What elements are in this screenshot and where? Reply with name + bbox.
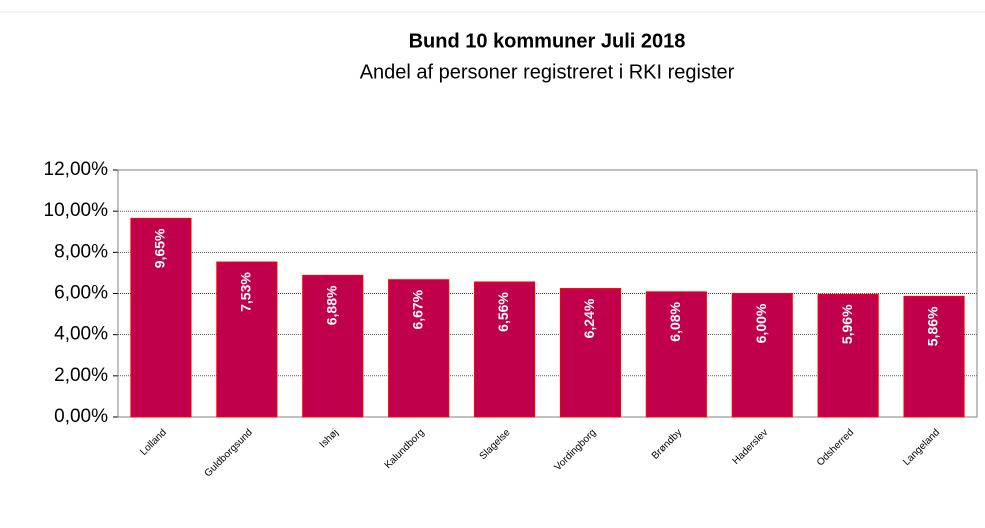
x-tick-label: Ishøj (318, 427, 341, 450)
value-label: 5,96% (839, 304, 855, 344)
value-label: 9,65% (152, 228, 168, 268)
x-tick-label: Guldborgsund (203, 427, 255, 479)
x-tick-label: Kalundborg (383, 427, 427, 471)
y-tick-label: 4,00% (54, 324, 108, 345)
bar (817, 293, 879, 418)
x-tick-label: Odsherred (815, 427, 856, 468)
value-label: 6,56% (495, 292, 511, 332)
bar (130, 217, 192, 418)
y-tick-label: 8,00% (54, 241, 108, 262)
x-tick-label: Vordingborg (553, 427, 599, 473)
bar (903, 295, 965, 418)
x-tick-label: Brøndby (650, 427, 685, 462)
x-tick-label: Lolland (138, 427, 169, 458)
y-tick-label: 0,00% (54, 406, 108, 427)
bar (473, 281, 536, 418)
value-label: 6,24% (581, 298, 597, 338)
plot-border (117, 169, 978, 418)
value-label: 6,08% (667, 301, 683, 341)
chart-title: Bund 10 kommuner Juli 2018 (409, 30, 686, 52)
value-label: 6,00% (753, 303, 769, 343)
y-tick-label: 12,00% (44, 159, 109, 180)
bar (731, 293, 793, 418)
bar (559, 288, 622, 418)
x-tick-label: Langeland (901, 427, 942, 468)
bar (216, 261, 278, 418)
y-tick-label: 10,00% (44, 200, 109, 221)
x-tick-label: Haderslev (731, 427, 771, 467)
value-label: 6,88% (323, 285, 339, 325)
bar (645, 291, 707, 418)
value-label: 7,53% (238, 272, 254, 312)
value-label: 6,67% (409, 289, 425, 329)
x-tick-label: Slagelse (478, 427, 513, 462)
value-label: 5,86% (925, 306, 941, 346)
y-tick-label: 6,00% (54, 283, 108, 304)
bar (388, 279, 450, 418)
y-tick-label: 2,00% (54, 365, 108, 386)
bar (302, 274, 364, 418)
chart-subtitle: Andel af personer registreret i RKI regi… (360, 61, 735, 83)
